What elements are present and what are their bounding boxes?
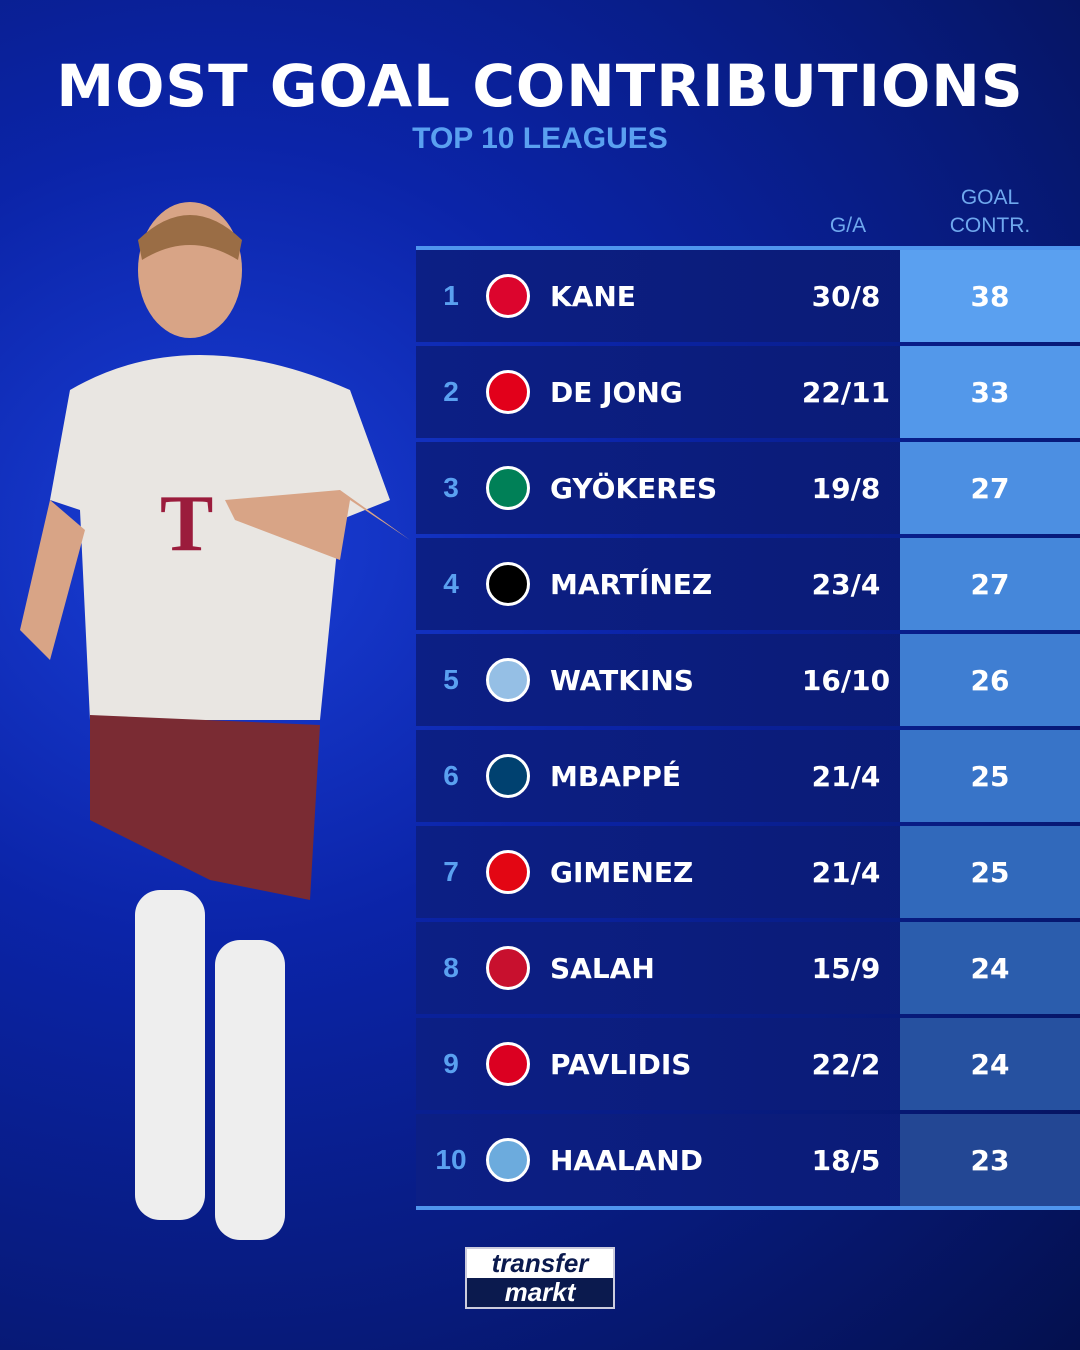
goals-assists: 21/4	[811, 759, 881, 793]
player-name: SALAH	[550, 951, 655, 985]
goal-contributions: 25	[900, 826, 1080, 918]
goal-contributions: 38	[900, 250, 1080, 342]
club-crest-icon	[486, 658, 530, 702]
column-header-ga: G/A	[829, 214, 867, 237]
player-name: MARTÍNEZ	[550, 567, 713, 601]
goals-assists: 22/11	[801, 375, 891, 409]
rank: 4	[443, 568, 459, 599]
goals-assists: 30/8	[811, 279, 881, 313]
player-name: KANE	[550, 279, 636, 313]
rank: 6	[443, 760, 459, 791]
player-name: MBAPPÉ	[550, 759, 682, 793]
goals-assists: 18/5	[811, 1143, 881, 1177]
goal-contributions: 24	[900, 1018, 1080, 1110]
player-name: GIMENEZ	[550, 855, 694, 889]
player-photo: T	[20, 202, 410, 1240]
page-subtitle: TOP 10 LEAGUES	[412, 122, 668, 155]
rank: 2	[443, 376, 459, 407]
rank: 7	[443, 856, 459, 887]
rank: 8	[443, 952, 459, 983]
goals-assists: 15/9	[811, 951, 881, 985]
goals-assists: 22/2	[811, 1047, 881, 1081]
rank: 1	[443, 280, 459, 311]
club-crest-icon	[486, 1138, 530, 1182]
table-row: 4 MARTÍNEZ 23/4 27	[416, 538, 1080, 630]
ranking-table: 1 KANE 30/8 38 2 DE JONG 22/11 33 3 GYÖKER…	[416, 246, 1080, 1210]
table-row: 9 PAVLIDIS 22/2 24	[416, 1018, 1080, 1110]
player-name: WATKINS	[550, 663, 694, 697]
player-name: DE JONG	[550, 375, 683, 409]
goals-assists: 21/4	[811, 855, 881, 889]
transfermarkt-logo: transfer markt	[465, 1247, 615, 1309]
table-bottom-divider	[416, 1206, 1080, 1210]
column-header-line: CONTR.	[949, 214, 1031, 237]
goal-contributions: 33	[900, 346, 1080, 438]
club-crest-icon	[486, 562, 530, 606]
player-name: PAVLIDIS	[550, 1047, 692, 1081]
column-header-line: GOAL	[960, 186, 1020, 209]
table-row: 5 WATKINS 16/10 26	[416, 634, 1080, 726]
club-crest-icon	[486, 466, 530, 510]
club-crest-icon	[486, 370, 530, 414]
logo-text-bottom: markt	[504, 1277, 576, 1307]
club-crest-icon	[486, 754, 530, 798]
goal-contributions: 25	[900, 730, 1080, 822]
goal-contributions: 24	[900, 922, 1080, 1014]
club-crest-icon	[486, 946, 530, 990]
club-crest-icon	[486, 1042, 530, 1086]
goal-contributions: 23	[900, 1114, 1080, 1206]
goals-assists: 19/8	[811, 471, 881, 505]
player-name: HAALAND	[550, 1143, 703, 1177]
table-row: 1 KANE 30/8 38	[416, 250, 1080, 342]
table-row: 6 MBAPPÉ 21/4 25	[416, 730, 1080, 822]
club-crest-icon	[486, 850, 530, 894]
table-row: 2 DE JONG 22/11 33	[416, 346, 1080, 438]
player-name: GYÖKERES	[550, 471, 718, 505]
rank: 10	[435, 1144, 467, 1175]
table-row: 10 HAALAND 18/5 23	[416, 1114, 1080, 1206]
column-header-goal-contr: GOAL CONTR.	[900, 184, 1080, 240]
rank: 3	[443, 472, 459, 503]
goal-contributions: 27	[900, 442, 1080, 534]
svg-text:T: T	[160, 480, 213, 568]
table-row: 8 SALAH 15/9 24	[416, 922, 1080, 1014]
table-top-divider	[416, 246, 1080, 250]
rank: 9	[443, 1048, 459, 1079]
logo-text-top: transfer	[467, 1249, 613, 1278]
table-row: 3 GYÖKERES 19/8 27	[416, 442, 1080, 534]
club-crest-icon	[486, 274, 530, 318]
goal-contributions: 26	[900, 634, 1080, 726]
goals-assists: 16/10	[801, 663, 891, 697]
goal-contributions: 27	[900, 538, 1080, 630]
rank: 5	[443, 664, 459, 695]
goals-assists: 23/4	[811, 567, 881, 601]
page-title: MOST GOAL CONTRIBUTIONS	[56, 52, 1024, 120]
table-row: 7 GIMENEZ 21/4 25	[416, 826, 1080, 918]
